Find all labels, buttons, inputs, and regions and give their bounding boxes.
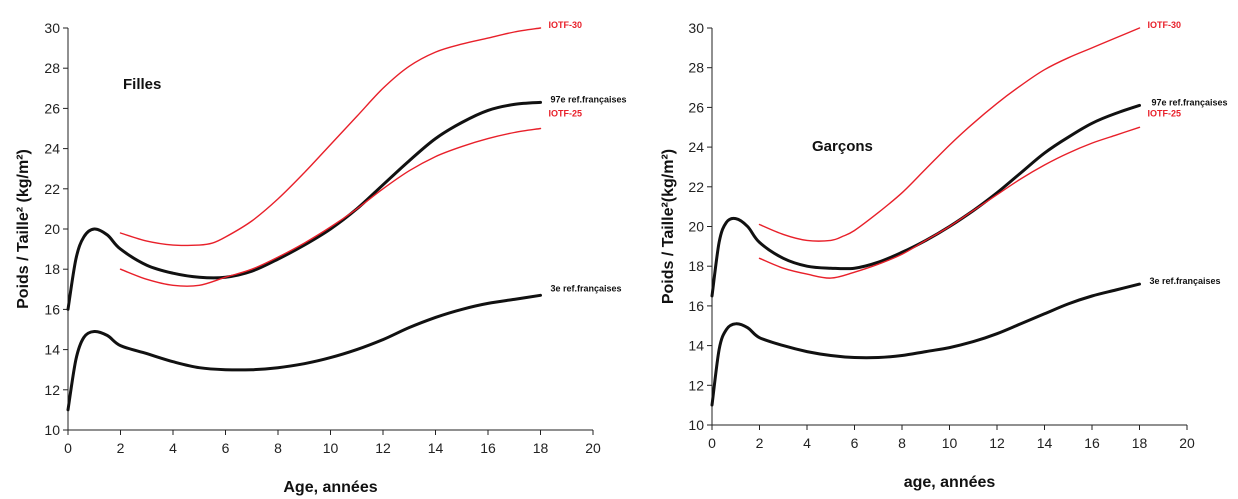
x-axis-title: Age, années	[283, 479, 377, 496]
series-label: IOTF-25	[549, 109, 583, 119]
x-tick-label: 12	[989, 435, 1005, 451]
y-tick-label: 16	[688, 298, 704, 314]
x-tick-label: 18	[1132, 435, 1148, 451]
y-axis-title: Poids / Taille²(kg/m²)	[660, 149, 677, 304]
y-tick-label: 10	[688, 417, 704, 433]
x-tick-label: 0	[64, 440, 72, 456]
series-label: 97e ref.françaises	[1152, 97, 1228, 107]
panel-title: Garçons	[812, 138, 873, 155]
y-tick-label: 24	[44, 141, 60, 157]
x-tick-label: 14	[428, 440, 444, 456]
series-line-97e-ref-fran-aises	[66, 100, 542, 311]
y-axis-title: Poids / Taille² (kg/m²)	[15, 149, 32, 309]
y-tick-label: 26	[688, 99, 704, 115]
y-tick-label: 28	[44, 60, 60, 76]
x-tick-label: 20	[1179, 435, 1195, 451]
x-tick-label: 4	[169, 440, 177, 456]
x-tick-label: 12	[375, 440, 391, 456]
x-tick-label: 10	[323, 440, 339, 456]
x-tick-label: 20	[585, 440, 601, 456]
y-tick-label: 20	[688, 219, 704, 235]
x-tick-label: 6	[851, 435, 859, 451]
series-line-iotf-25	[758, 126, 1141, 279]
series-line-iotf-25	[119, 127, 542, 287]
y-tick-label: 24	[688, 139, 704, 155]
x-tick-label: 2	[117, 440, 125, 456]
x-tick-label: 6	[222, 440, 230, 456]
x-tick-label: 16	[480, 440, 496, 456]
x-tick-label: 8	[898, 435, 906, 451]
x-tick-label: 4	[803, 435, 811, 451]
x-tick-label: 18	[533, 440, 549, 456]
y-tick-label: 22	[688, 179, 704, 195]
x-tick-label: 14	[1037, 435, 1053, 451]
y-tick-label: 26	[44, 100, 60, 116]
y-tick-label: 12	[44, 382, 60, 398]
y-tick-label: 20	[44, 221, 60, 237]
y-tick-label: 18	[688, 258, 704, 274]
y-tick-label: 16	[44, 301, 60, 317]
y-tick-label: 30	[44, 20, 60, 36]
series-line-3e-ref-fran-aises	[66, 293, 542, 412]
series-label: IOTF-30	[1148, 20, 1182, 30]
y-tick-label: 10	[44, 422, 60, 438]
series-label: 3e ref.françaises	[551, 283, 622, 293]
x-tick-label: 16	[1084, 435, 1100, 451]
series-label: IOTF-30	[549, 20, 583, 30]
series-line-3e-ref-fran-aises	[710, 282, 1141, 407]
series-line-97e-ref-fran-aises	[710, 103, 1141, 298]
series-label: 97e ref.françaises	[551, 94, 627, 104]
y-tick-label: 14	[44, 342, 60, 358]
series-label: IOTF-25	[1148, 108, 1182, 118]
y-tick-label: 30	[688, 20, 704, 36]
x-tick-label: 0	[708, 435, 716, 451]
y-tick-label: 14	[688, 338, 704, 354]
y-tick-label: 18	[44, 261, 60, 277]
x-axis-title: age, années	[904, 474, 996, 491]
y-tick-label: 12	[688, 377, 704, 393]
panel-title: Filles	[123, 76, 161, 93]
series-label: 3e ref.françaises	[1150, 276, 1221, 286]
x-tick-label: 2	[756, 435, 764, 451]
y-tick-label: 22	[44, 181, 60, 197]
series-line-iotf-30	[119, 27, 542, 247]
x-tick-label: 8	[274, 440, 282, 456]
series-line-iotf-30	[758, 27, 1141, 242]
x-tick-label: 10	[942, 435, 958, 451]
y-tick-label: 28	[688, 60, 704, 76]
